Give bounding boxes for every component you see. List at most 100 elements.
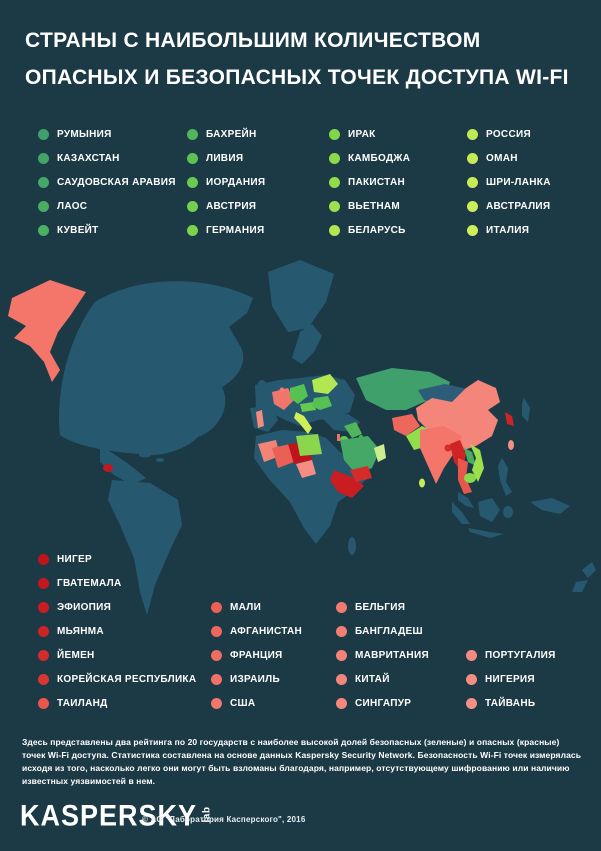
country-label: КАЗАХСТАН: [57, 152, 120, 164]
country-item: ИЗРАИЛЬ: [211, 667, 302, 691]
country-item: ТАЙВАНЬ: [466, 691, 556, 715]
country-label: БАНГЛАДЕШ: [355, 625, 423, 637]
country-label: ИОРДАНИЯ: [206, 176, 266, 188]
rank-dot-icon: [38, 601, 49, 613]
copyright-text: © АО "Лаборатория Касперского", 2016: [142, 815, 306, 824]
country-label: КУВЕЙТ: [57, 224, 99, 236]
map-region-new-zealand: [582, 562, 596, 578]
map-country-belarus: [312, 374, 338, 394]
rank-dot-icon: [467, 224, 478, 236]
title-line-1: СТРАНЫ С НАИБОЛЬШИМ КОЛИЧЕСТВОМ: [25, 29, 481, 52]
rank-dot-icon: [336, 649, 347, 661]
rank-dot-icon: [329, 152, 340, 164]
rank-dot-icon: [38, 673, 49, 685]
country-label: ГВАТЕМАЛА: [57, 577, 122, 589]
rank-dot-icon: [329, 224, 340, 236]
rank-dot-icon: [38, 128, 49, 140]
country-item: РОССИЯ: [467, 122, 551, 146]
country-label: ИЗРАИЛЬ: [230, 673, 280, 685]
rank-dot-icon: [336, 601, 347, 613]
map-country-romania: [312, 396, 332, 410]
map-country-italy: [294, 412, 312, 434]
country-label: ПОРТУГАЛИЯ: [485, 649, 556, 661]
map-region-borneo: [478, 498, 500, 522]
map-region-japan: [522, 398, 530, 422]
rank-dot-icon: [467, 176, 478, 188]
rank-dot-icon: [38, 200, 49, 212]
rank-dot-icon: [466, 697, 477, 709]
country-item: ЙЕМЕН: [38, 643, 196, 667]
rank-dot-icon: [336, 673, 347, 685]
country-item: ИОРДАНИЯ: [187, 170, 265, 194]
rank-dot-icon: [466, 673, 477, 685]
rank-dot-icon: [38, 625, 49, 637]
map-country-vietnam: [470, 444, 484, 482]
unsafe-list-column-1: НИГЕР ГВАТЕМАЛА ЭФИОПИЯ МЬЯНМА ЙЕМЕН КОРЕЙСКА…: [38, 547, 196, 715]
map-country-cambodia: [464, 473, 476, 483]
country-item: КОРЕЙСКАЯ РЕСПУБЛИКА: [38, 667, 196, 691]
country-label: МАВРИТАНИЯ: [355, 649, 429, 661]
country-label: ВЬЕТНАМ: [348, 200, 401, 212]
map-country-yemen: [350, 466, 372, 482]
map-country-korea: [505, 412, 514, 426]
country-item: ГЕРМАНИЯ: [187, 218, 265, 242]
country-label: ГЕРМАНИЯ: [206, 224, 265, 236]
rank-dot-icon: [211, 649, 222, 661]
rank-dot-icon: [38, 152, 49, 164]
country-label: КОРЕЙСКАЯ РЕСПУБЛИКА: [57, 673, 197, 685]
rank-dot-icon: [211, 601, 222, 613]
safe-list-column-4: РОССИЯ ОМАН ШРИ-ЛАНКА АВСТРАЛИЯ ИТАЛИЯ: [467, 122, 551, 242]
country-item: БЕЛЬГИЯ: [336, 595, 429, 619]
rank-dot-icon: [187, 200, 198, 212]
map-country-mali: [272, 444, 294, 468]
country-item: САУДОВСКАЯ АРАВИЯ: [38, 170, 176, 194]
country-label: РУМЫНИЯ: [57, 128, 112, 140]
map-country-saudi-arabia: [340, 436, 380, 474]
rank-dot-icon: [329, 176, 340, 188]
country-item: РУМЫНИЯ: [38, 122, 176, 146]
rank-dot-icon: [467, 128, 478, 140]
map-region-sumatra: [452, 502, 470, 524]
map-region-south-america: [108, 480, 182, 615]
country-item: ГВАТЕМАЛА: [38, 571, 196, 595]
country-item: АФГАНИСТАН: [211, 619, 302, 643]
map-country-nigeria: [296, 460, 316, 478]
map-region-caribbean: [125, 447, 135, 453]
map-region-central-america: [100, 445, 146, 485]
map-region-greenland: [268, 260, 334, 332]
rank-dot-icon: [38, 577, 49, 589]
country-item: АВСТРАЛИЯ: [467, 194, 551, 218]
country-label: КИТАЙ: [355, 673, 390, 685]
country-label: БАХРЕЙН: [206, 128, 257, 140]
methodology-description: Здесь представлены два рейтинга по 20 го…: [22, 737, 582, 786]
safe-list-column-2: БАХРЕЙН ЛИВИЯ ИОРДАНИЯ АВСТРИЯ ГЕРМАНИЯ: [187, 122, 265, 242]
map-country-iraq: [344, 422, 362, 438]
country-label: ЙЕМЕН: [57, 649, 95, 661]
country-item: ИРАК: [329, 122, 410, 146]
unsafe-list-column-2: МАЛИ АФГАНИСТАН ФРАНЦИЯ ИЗРАИЛЬ США: [211, 595, 302, 715]
rank-dot-icon: [38, 176, 49, 188]
country-item: ВЬЕТНАМ: [329, 194, 410, 218]
page-title: СТРАНЫ С НАИБОЛЬШИМ КОЛИЧЕСТВОМ ОПАСНЫХ …: [25, 22, 585, 96]
rank-dot-icon: [187, 152, 198, 164]
map-region-malaysia: [458, 492, 474, 508]
country-item: ИТАЛИЯ: [467, 218, 551, 242]
map-country-afghanistan: [392, 414, 420, 436]
map-region-philippines: [498, 458, 512, 496]
country-item: ПАКИСТАН: [329, 170, 410, 194]
map-country-france: [272, 388, 294, 410]
country-label: НИГЕРИЯ: [485, 673, 535, 685]
country-item: США: [211, 691, 302, 715]
world-map: [8, 260, 596, 615]
map-country-germany: [290, 384, 308, 404]
map-region-new-guinea: [530, 498, 570, 514]
safe-list-column-3: ИРАК КАМБОДЖА ПАКИСТАН ВЬЕТНАМ БЕЛАРУСЬ: [329, 122, 410, 242]
rank-dot-icon: [467, 200, 478, 212]
rank-dot-icon: [211, 625, 222, 637]
country-label: ЛАОС: [57, 200, 88, 212]
country-item: ПОРТУГАЛИЯ: [466, 643, 556, 667]
map-country-guatemala: [103, 464, 113, 472]
country-item: МАЛИ: [211, 595, 302, 619]
rank-dot-icon: [329, 200, 340, 212]
country-label: ЛИВИЯ: [206, 152, 244, 164]
